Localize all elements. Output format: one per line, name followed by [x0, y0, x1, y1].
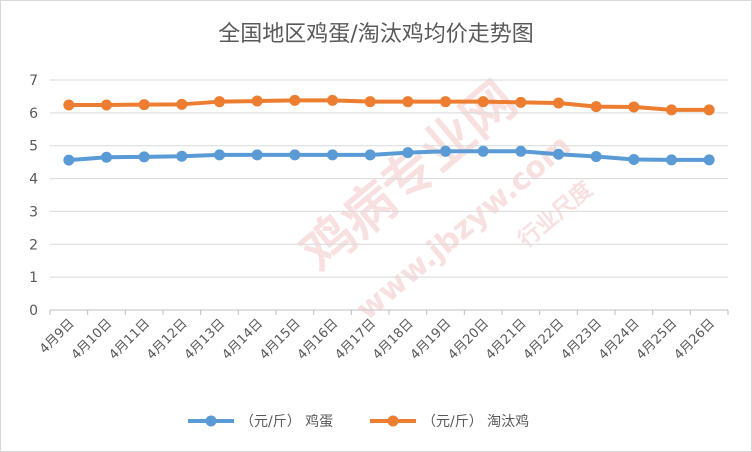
legend-label: （元/斤） 鸡蛋 [240, 413, 333, 430]
x-tick-label: 4月15日 [257, 316, 304, 363]
data-point [176, 150, 188, 162]
data-point [101, 99, 112, 111]
data-point [628, 101, 640, 113]
data-point [553, 148, 564, 160]
x-tick-label: 4月24日 [596, 316, 643, 363]
legend: （元/斤） 鸡蛋 （元/斤） 淘汰鸡 [188, 413, 529, 430]
data-point [666, 104, 677, 116]
x-tick-label: 4月26日 [671, 316, 718, 363]
legend-marker [205, 415, 217, 427]
data-point [289, 149, 301, 161]
series-line [66, 149, 712, 163]
y-tick-label: 4 [29, 172, 38, 188]
data-point [590, 151, 602, 163]
data-point [327, 94, 338, 106]
y-axis: 0 1 2 3 4 5 6 7 [29, 73, 38, 319]
y-tick-label: 2 [29, 237, 38, 253]
data-point [628, 154, 640, 166]
data-point [477, 145, 489, 157]
data-point [101, 151, 112, 163]
series-2 [63, 94, 715, 116]
x-tick-label: 4月23日 [558, 316, 605, 363]
x-tick-label: 4月19日 [408, 316, 455, 363]
data-point [402, 147, 414, 159]
data-point [214, 149, 225, 161]
y-tick-label: 0 [29, 303, 38, 319]
x-tick-label: 4月13日 [182, 316, 229, 363]
legend-item: （元/斤） 鸡蛋 [188, 413, 333, 430]
x-tick-label: 4月12日 [144, 316, 191, 363]
y-tick-label: 6 [29, 106, 38, 122]
data-point [63, 154, 75, 166]
data-point [63, 99, 75, 111]
data-point [477, 96, 489, 108]
y-tick-label: 1 [29, 270, 38, 286]
x-tick-label: 4月21日 [483, 316, 530, 363]
chart-title: 全国地区鸡蛋/淘汰鸡均价走势图 [218, 22, 534, 47]
x-tick-label: 4月11日 [106, 316, 153, 363]
data-point [402, 96, 414, 108]
data-point [590, 101, 602, 113]
data-point [515, 96, 527, 108]
x-tick-label: 4月16日 [295, 316, 342, 363]
series-1 [63, 145, 715, 166]
data-point [138, 99, 150, 111]
data-point [440, 145, 451, 157]
legend-item: （元/斤） 淘汰鸡 [370, 413, 529, 430]
data-point [251, 149, 263, 161]
data-point [666, 154, 677, 166]
x-tick-label: 4月17日 [332, 316, 379, 363]
watermark: 鸡病专业网 www.jbzyw.com 行业尺度 [290, 70, 598, 327]
data-point [214, 96, 225, 108]
x-tick-label: 4月20日 [445, 316, 492, 363]
data-point [553, 97, 564, 109]
data-point [703, 104, 715, 116]
data-point [440, 96, 451, 108]
y-tick-label: 3 [29, 204, 38, 220]
x-tick-label: 4月22日 [521, 316, 568, 363]
y-tick-label: 5 [29, 139, 38, 155]
data-point [289, 94, 301, 106]
y-tick-label: 7 [29, 73, 38, 89]
series [63, 94, 715, 166]
x-tick-label: 4月14日 [219, 316, 266, 363]
legend-label: （元/斤） 淘汰鸡 [422, 413, 529, 430]
data-point [364, 149, 376, 161]
legend-marker [387, 415, 399, 427]
data-point [703, 154, 715, 166]
x-tick-label: 4月10日 [69, 316, 116, 363]
series-line [66, 98, 712, 112]
data-point [515, 145, 527, 157]
data-point [327, 149, 338, 161]
data-point [364, 96, 376, 108]
data-point [176, 98, 188, 110]
data-point [138, 151, 150, 163]
x-tick-label: 4月25日 [634, 316, 681, 363]
data-point [251, 95, 263, 107]
